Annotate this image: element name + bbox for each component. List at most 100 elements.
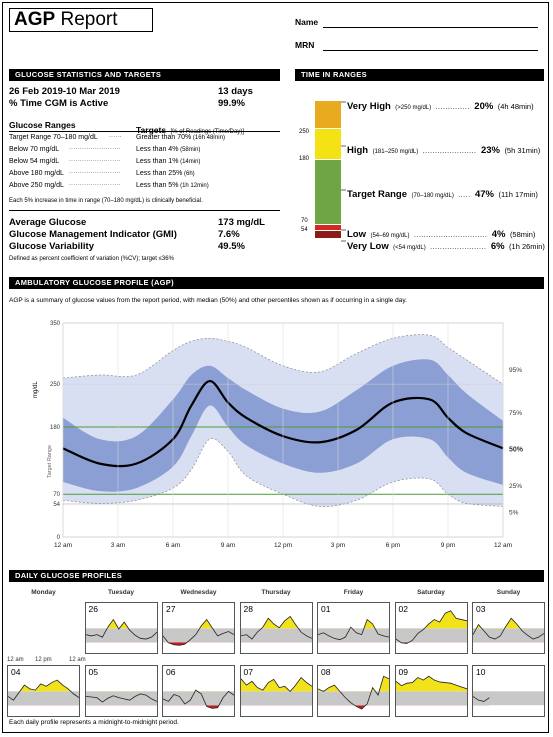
agp-description: AGP is a summary of glucose values from … — [9, 297, 407, 304]
daily-high-fill — [240, 677, 312, 692]
tir-high-name: High — [347, 145, 369, 156]
range-row-dots: ........................ — [69, 181, 122, 187]
daily-line — [395, 610, 467, 644]
tir-axis-70: 70 — [301, 218, 308, 224]
daily-high-fill — [318, 619, 389, 629]
name-line — [323, 27, 538, 28]
daily-line — [8, 679, 79, 701]
tir-low-dots: .............................. — [413, 232, 488, 239]
daily-high-fill — [8, 680, 79, 692]
daily-target-band — [85, 628, 157, 643]
target-text: Less than 25% — [136, 170, 183, 177]
daily-cell: 28 — [239, 602, 313, 654]
tir-stacked-bar — [315, 101, 341, 239]
agp-y-tick: 54 — [53, 502, 60, 508]
tir-segment-target-range — [315, 160, 341, 226]
daily-line — [163, 618, 234, 646]
agp-x-tick: 3 am — [111, 542, 125, 549]
daily-high-fill — [240, 616, 312, 629]
weekday-header: Friday — [343, 589, 364, 596]
daily-cell-date: 28 — [243, 604, 253, 614]
daily-high-fill — [395, 610, 467, 629]
daily-line — [85, 618, 157, 640]
weekday-header: Sunday — [496, 589, 521, 596]
stats-divider — [9, 131, 280, 132]
target-time: (58min) — [178, 147, 201, 153]
daily-cell: 03 — [472, 602, 545, 654]
tir-very-high-range: (>250 mg/dL) — [395, 105, 432, 111]
tir-target-dots: ..... — [458, 192, 471, 199]
agp-line-5 — [62, 438, 504, 507]
weekday-header: Wednesday — [180, 589, 217, 596]
target-text: Greater than 70% — [136, 134, 192, 141]
tir-leaders — [341, 101, 346, 242]
target-time: (14min) — [178, 159, 201, 165]
tir-axis-54: 54 — [301, 227, 308, 233]
daily-cell-date: 08 — [321, 667, 331, 677]
agp-y-tick: 70 — [53, 492, 60, 498]
targets-heading: Targets [% of Readings (Time/Day)] — [136, 120, 244, 138]
range-row-target: Greater than 70% (16h 48min) — [136, 134, 225, 141]
daily-line — [318, 618, 389, 641]
daily-line — [473, 696, 490, 702]
tir-segment-very-high — [315, 101, 341, 129]
targets-head: Targets — [136, 125, 167, 135]
agp-line-95 — [62, 334, 504, 385]
tir-band: TIME IN RANGES — [295, 69, 544, 81]
agp-y-tick: 250 — [50, 382, 61, 388]
tir-very-low-pct: 6% — [490, 241, 505, 252]
tir-very-low-label: Very Low (<54 mg/dL) ...................… — [347, 236, 545, 254]
target-text: Less than 4% — [136, 146, 179, 153]
variability-note: Defined as percent coefficient of variat… — [9, 256, 174, 262]
daily-high-fill — [395, 676, 467, 692]
days-count: 13 days — [218, 86, 253, 97]
tir-low-name: Low — [347, 229, 366, 240]
weekday-header: Monday — [31, 589, 56, 596]
agp-x-tick: 12 am — [54, 542, 72, 549]
daily-cell-date: 01 — [321, 604, 331, 614]
daily-cell: 01 — [317, 602, 390, 654]
daily-cell-date: 10 — [476, 667, 486, 677]
daily-cell-date: 07 — [243, 667, 253, 677]
tir-high-label: High (181–250 mg/dL) ...................… — [347, 140, 540, 158]
targets-sub: [% of Readings (Time/Day)] — [170, 129, 244, 135]
tir-target-label: Target Range (70–180 mg/dL) ..... 47% (1… — [347, 184, 538, 202]
daily-cell: 27 — [162, 602, 235, 654]
daily-target-band — [240, 691, 312, 706]
title-rest: Report — [55, 9, 118, 30]
target-time: (6h) — [182, 171, 195, 177]
range-row-target: Less than 5% (1h 12min) — [136, 182, 209, 189]
tir-high-time: (5h 31min) — [504, 146, 541, 155]
daily-tick-12pm: 12 pm — [35, 657, 52, 663]
daily-cell-chart — [240, 676, 312, 706]
mrn-line — [323, 50, 538, 51]
avg-glucose-label: Average Glucose — [9, 217, 87, 228]
agp-percentile-label: 25% — [509, 483, 522, 490]
range-row-dots: ........................ — [69, 169, 122, 175]
tir-axis-180: 180 — [299, 156, 310, 162]
tir-very-low-name: Very Low — [347, 241, 389, 252]
target-time: (16h 48min) — [191, 135, 225, 141]
range-row-label: Below 70 mg/dL — [9, 146, 60, 153]
date-range: 26 Feb 2019-10 Mar 2019 — [9, 86, 120, 97]
daily-cell-chart — [395, 610, 467, 644]
daily-cell-chart — [163, 618, 234, 646]
daily-cell-chart — [163, 689, 234, 709]
daily-cell: 08 — [317, 665, 390, 717]
daily-cell: 26 — [84, 602, 158, 654]
title-bold: AGP — [14, 9, 56, 30]
daily-target-band — [473, 691, 544, 706]
tir-target-range: (70–180 mg/dL) — [411, 193, 454, 199]
daily-cell: 09 — [394, 665, 468, 717]
daily-cell: 02 — [394, 602, 468, 654]
target-text: Less than 5% — [136, 182, 179, 189]
tir-high-range: (181–250 mg/dL) — [372, 149, 419, 155]
tir-very-high-pct: 20% — [474, 101, 494, 112]
daily-cell-date: 05 — [88, 667, 98, 677]
tir-segment-very-low — [315, 230, 341, 239]
target-time: (1h 12min) — [178, 183, 209, 189]
daily-line — [240, 676, 312, 692]
tir-very-high-name: Very High — [347, 101, 391, 112]
daily-tick-12am-end: 12 am — [69, 657, 86, 663]
